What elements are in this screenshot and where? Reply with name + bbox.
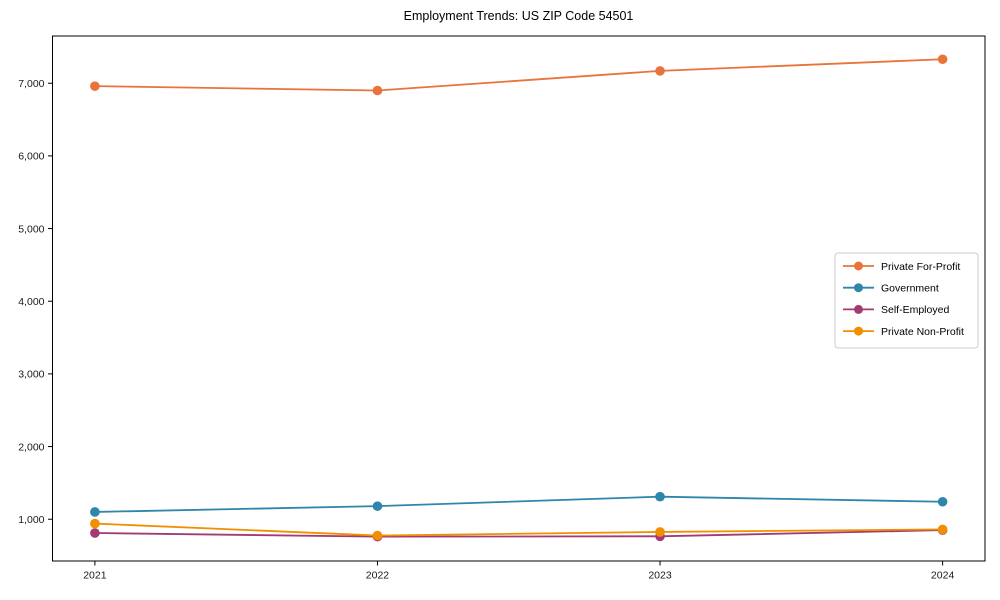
series-marker-government xyxy=(937,496,948,507)
legend-marker xyxy=(854,283,863,293)
y-tick-label: 1,000 xyxy=(18,514,44,526)
x-tick-label: 2021 xyxy=(83,570,107,582)
series-marker-private-for-profit xyxy=(90,81,100,91)
x-tick-label: 2022 xyxy=(366,570,390,582)
x-tick-label: 2024 xyxy=(931,570,955,582)
y-tick-label: 6,000 xyxy=(18,151,44,163)
plot-area-border xyxy=(52,35,986,562)
series-line-government xyxy=(94,495,943,513)
legend-marker xyxy=(854,261,863,271)
x-tick-label: 2023 xyxy=(648,570,672,582)
legend-label: Private For-Profit xyxy=(881,261,960,273)
series-marker-self-employed xyxy=(90,528,100,538)
series-marker-private-non-profit xyxy=(90,518,100,529)
series-marker-government xyxy=(372,501,383,511)
legend-marker xyxy=(854,304,863,314)
legend-label: Self-Employed xyxy=(881,304,949,316)
y-tick-label: 5,000 xyxy=(18,223,44,235)
series-marker-private-non-profit xyxy=(655,527,665,537)
legend-marker xyxy=(854,326,863,336)
y-tick-label: 2,000 xyxy=(18,441,44,453)
y-tick-label: 7,000 xyxy=(18,78,44,90)
series-line-self-employed xyxy=(94,529,943,538)
chart-title: Employment Trends: US ZIP Code 54501 xyxy=(403,9,634,23)
series-marker-private-non-profit xyxy=(937,524,948,535)
legend-box xyxy=(834,252,979,349)
legend-label: Private Non-Profit xyxy=(881,326,964,338)
series-marker-private-for-profit xyxy=(655,66,665,76)
legend-label: Government xyxy=(881,283,939,295)
y-tick-label: 3,000 xyxy=(18,369,44,381)
series-line-private-for-profit xyxy=(94,58,943,92)
series-marker-private-for-profit xyxy=(372,85,383,96)
series-marker-government xyxy=(655,491,665,502)
series-marker-private-for-profit xyxy=(937,54,948,65)
series-marker-private-non-profit xyxy=(372,530,383,541)
series-marker-government xyxy=(90,507,100,517)
y-tick-label: 4,000 xyxy=(18,296,44,308)
series-line-private-non-profit xyxy=(94,522,943,537)
